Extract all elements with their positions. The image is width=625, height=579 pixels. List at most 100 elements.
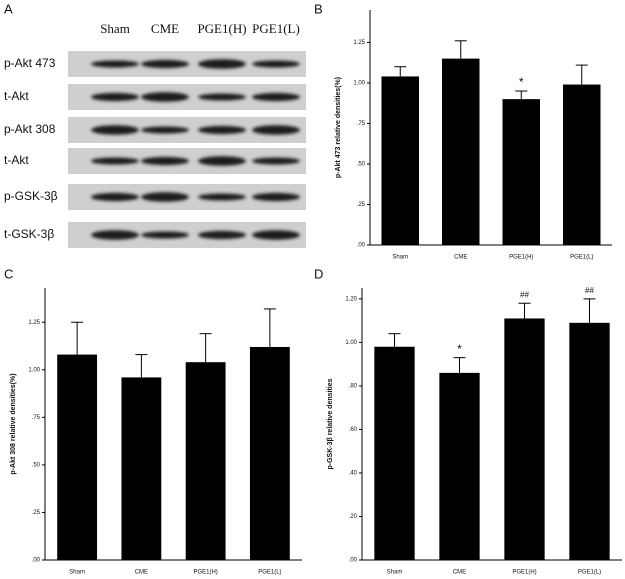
lane-label: PGE1(L) — [252, 21, 300, 36]
annotation: ## — [520, 290, 529, 299]
annotation: * — [519, 75, 524, 89]
x-tick-label: CME — [135, 570, 148, 576]
bar — [121, 377, 162, 560]
x-tick-label: Sham — [392, 255, 408, 261]
bar — [381, 76, 420, 245]
blot-band — [252, 125, 300, 135]
y-tick-label: .50 — [357, 162, 366, 168]
x-tick-label: PGE1(H) — [509, 255, 533, 261]
row-label: p-GSK-3β — [4, 189, 58, 203]
y-tick-label: .00 — [349, 558, 358, 564]
panel-label: B — [314, 1, 323, 16]
row-label: p-Akt 308 — [4, 122, 56, 136]
error-bar — [388, 333, 401, 347]
y-tick-label: 1.25 — [353, 40, 365, 46]
blot-band — [141, 231, 189, 239]
blot-band — [141, 156, 189, 166]
blot-band — [141, 59, 189, 69]
error-bar — [135, 354, 148, 378]
blot-band — [91, 125, 139, 135]
blot-band — [198, 156, 246, 166]
lane-label: Sham — [100, 21, 130, 36]
blot-band — [198, 125, 246, 135]
blot-band — [141, 192, 189, 202]
blot-band — [198, 230, 246, 240]
x-tick-label: PGE1(H) — [193, 570, 217, 576]
panel-label: A — [4, 1, 13, 16]
x-tick-label: CME — [453, 570, 466, 576]
y-tick-label: 1.00 — [28, 367, 40, 373]
blot-band — [91, 157, 139, 165]
row-label: p-Akt 473 — [4, 56, 56, 70]
blot-band — [91, 92, 139, 102]
x-tick-label: Sham — [387, 570, 403, 576]
error-bar — [575, 64, 588, 85]
error-bar — [199, 333, 212, 363]
blot-band — [91, 230, 139, 240]
error-bar — [263, 308, 276, 347]
y-tick-label: .25 — [357, 202, 366, 208]
panel-label: D — [314, 266, 323, 281]
y-axis-label: p-GSK-3β relative densities — [327, 378, 334, 469]
bar — [504, 318, 545, 560]
blot-band — [198, 93, 246, 101]
x-tick-label: PGE1(H) — [512, 570, 536, 576]
blot-band — [252, 60, 300, 68]
blot-band — [141, 92, 189, 102]
x-tick-label: PGE1(L) — [570, 255, 593, 261]
error-bar — [518, 302, 531, 319]
bar — [439, 372, 480, 560]
x-tick-label: Sham — [69, 570, 85, 576]
y-tick-label: .20 — [349, 514, 358, 520]
y-tick-label: .75 — [32, 415, 41, 421]
bar — [562, 84, 601, 245]
lane-label: PGE1(H) — [197, 21, 246, 36]
y-tick-label: 1.00 — [345, 340, 357, 346]
x-tick-label: PGE1(L) — [258, 570, 281, 576]
y-tick-label: 1.20 — [345, 296, 357, 302]
y-tick-label: 1.00 — [353, 81, 365, 87]
error-bar — [583, 298, 596, 323]
error-bar — [515, 90, 528, 100]
row-label: t-GSK-3β — [4, 227, 54, 241]
bar — [569, 322, 610, 560]
panel-label: C — [4, 266, 13, 281]
y-axis-label: p-Akt 308 relative densities(%) — [10, 373, 17, 474]
error-bar — [71, 321, 84, 355]
y-tick-label: .80 — [349, 383, 358, 389]
blot-band — [141, 126, 189, 134]
row-label: t-Akt — [4, 89, 29, 103]
y-tick-label: .00 — [32, 558, 41, 564]
x-tick-label: CME — [454, 255, 467, 261]
error-bar — [453, 357, 466, 373]
y-axis-label: p-Akt 473 relative densities(%) — [335, 77, 342, 178]
blot-band — [252, 92, 300, 102]
blot-band — [91, 192, 139, 202]
blot-band — [198, 59, 246, 69]
bar — [249, 346, 290, 560]
annotation: * — [457, 342, 462, 356]
x-tick-label: PGE1(L) — [578, 570, 601, 576]
blot-band — [252, 230, 300, 240]
annotation: ## — [585, 286, 594, 295]
bar — [185, 362, 226, 560]
row-label: t-Akt — [4, 153, 29, 167]
y-tick-label: 1.25 — [28, 320, 40, 326]
blot-band — [91, 60, 139, 68]
bar — [57, 354, 98, 560]
bar — [502, 99, 541, 245]
lane-label: CME — [151, 21, 179, 36]
y-tick-label: .25 — [32, 510, 41, 516]
blot-band — [252, 192, 300, 202]
bar — [441, 58, 480, 245]
y-tick-label: .75 — [357, 121, 366, 127]
error-bar — [394, 66, 407, 77]
blot-band — [252, 157, 300, 165]
y-tick-label: .50 — [32, 462, 41, 468]
y-tick-label: .00 — [357, 243, 366, 249]
bar — [374, 346, 415, 560]
blot-band — [198, 193, 246, 201]
y-tick-label: .40 — [349, 471, 358, 477]
y-tick-label: .60 — [349, 427, 358, 433]
